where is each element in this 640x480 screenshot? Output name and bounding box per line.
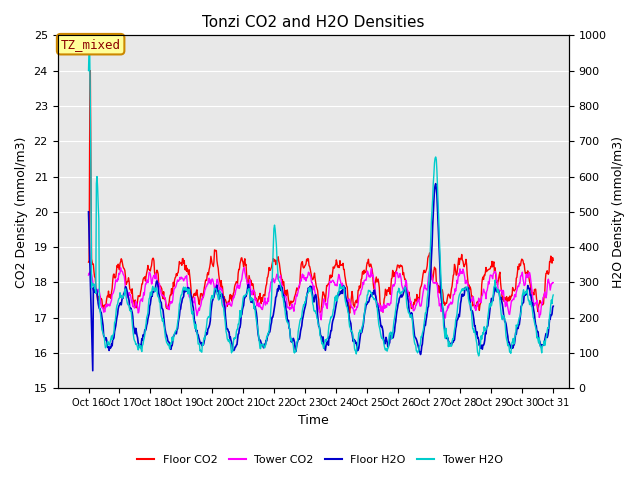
Tower CO2 xyxy=(225,301,232,307)
Tower H2O xyxy=(369,295,376,300)
Tower CO2 xyxy=(549,280,557,286)
Tower CO2 xyxy=(369,273,377,279)
Floor CO2 xyxy=(266,267,273,273)
Floor H2O xyxy=(248,298,256,303)
Line: Tower H2O: Tower H2O xyxy=(88,46,553,356)
Tower H2O xyxy=(475,353,483,359)
X-axis label: Time: Time xyxy=(298,414,328,427)
Tower H2O xyxy=(225,336,233,342)
Floor CO2 xyxy=(248,283,256,288)
Floor H2O xyxy=(225,329,233,335)
Legend: Floor CO2, Tower CO2, Floor H2O, Tower H2O: Floor CO2, Tower CO2, Floor H2O, Tower H… xyxy=(133,451,507,469)
Tower H2O xyxy=(140,337,147,343)
Floor CO2 xyxy=(84,259,92,265)
Floor CO2 xyxy=(140,275,147,281)
Y-axis label: H2O Density (mmol/m3): H2O Density (mmol/m3) xyxy=(612,136,625,288)
Floor H2O xyxy=(395,300,403,305)
Floor CO2 xyxy=(369,281,377,287)
Floor H2O xyxy=(549,303,557,309)
Tower CO2 xyxy=(396,274,403,279)
Floor H2O xyxy=(89,368,97,373)
Tower H2O xyxy=(549,292,557,298)
Floor H2O xyxy=(266,329,273,335)
Floor CO2 xyxy=(346,311,353,316)
Title: Tonzi CO2 and H2O Densities: Tonzi CO2 and H2O Densities xyxy=(202,15,424,30)
Tower CO2 xyxy=(241,265,248,271)
Y-axis label: CO2 Density (mmol/m3): CO2 Density (mmol/m3) xyxy=(15,136,28,288)
Line: Floor CO2: Floor CO2 xyxy=(88,71,553,313)
Tower CO2 xyxy=(139,294,147,300)
Floor H2O xyxy=(432,181,440,187)
Floor CO2 xyxy=(549,257,557,263)
Tower CO2 xyxy=(84,272,92,278)
Floor CO2 xyxy=(225,301,233,307)
Floor H2O xyxy=(140,333,147,339)
Tower H2O xyxy=(84,68,92,73)
Tower H2O xyxy=(395,285,403,291)
Text: TZ_mixed: TZ_mixed xyxy=(61,38,120,51)
Floor H2O xyxy=(84,209,92,215)
Tower H2O xyxy=(266,321,273,326)
Line: Floor H2O: Floor H2O xyxy=(88,184,553,371)
Tower CO2 xyxy=(248,292,256,298)
Tower CO2 xyxy=(266,288,273,294)
Tower H2O xyxy=(85,43,93,49)
Floor H2O xyxy=(369,290,376,296)
Floor CO2 xyxy=(396,265,403,271)
Tower H2O xyxy=(248,297,256,302)
Line: Tower CO2: Tower CO2 xyxy=(88,268,553,320)
Floor CO2 xyxy=(86,68,94,73)
Tower CO2 xyxy=(317,317,325,323)
